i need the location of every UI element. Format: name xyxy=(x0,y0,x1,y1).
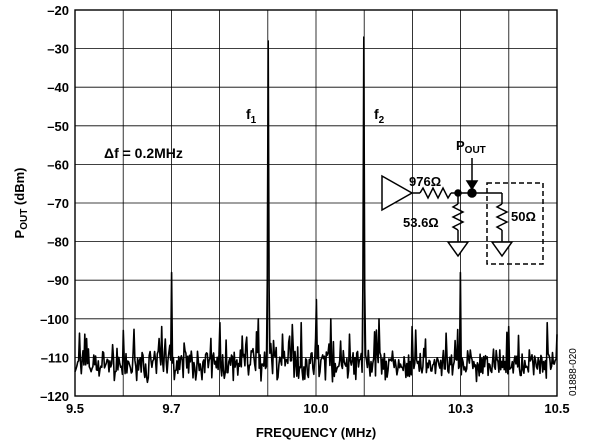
load-resistor-icon xyxy=(495,203,509,231)
y-tick-label: –20 xyxy=(47,3,69,18)
y-tick-label: –70 xyxy=(47,196,69,211)
driver-amplifier-icon xyxy=(381,174,414,212)
y-tick-label: –80 xyxy=(47,235,69,250)
shunt-resistor-label: 53.6Ω xyxy=(403,215,439,230)
load-box xyxy=(486,182,544,265)
x-tick-label: 10.0 xyxy=(303,401,328,416)
y-tick-labels: –20 –30 –40 –50 –60 –70 –80 –90 –100 –110 –120 xyxy=(40,3,69,404)
plot-frame xyxy=(74,9,558,397)
y-tick-label: –50 xyxy=(47,119,69,134)
y-tick-label: –60 xyxy=(47,157,69,172)
figure-id: 01888-020 xyxy=(568,348,579,396)
y-axis-title: POUT (dBm) xyxy=(12,168,30,239)
test-circuit-schematic xyxy=(381,158,544,265)
y-tick-label: –30 xyxy=(47,42,69,57)
x-tick-label: 9.5 xyxy=(66,401,84,416)
y-tick-label: –100 xyxy=(40,312,69,327)
y-tick-label: –120 xyxy=(40,389,69,404)
y-tick-label: –90 xyxy=(47,273,69,288)
ground-icon xyxy=(446,241,470,258)
pout-arrow-icon xyxy=(465,180,479,191)
x-tick-label: 10.3 xyxy=(448,401,473,416)
x-tick-label: 10.5 xyxy=(544,401,569,416)
y-tick-label: –40 xyxy=(47,80,69,95)
spectrum-trace xyxy=(74,36,558,384)
x-tick-label: 9.7 xyxy=(162,401,180,416)
tone-f2-label: f2 xyxy=(374,106,385,126)
tone-f1-label: f1 xyxy=(246,106,257,126)
x-axis-title: FREQUENCY (MHz) xyxy=(256,425,376,440)
x-tick-labels: 9.5 9.7 10.0 10.3 10.5 xyxy=(66,401,570,416)
spectrum-line xyxy=(74,36,558,384)
load-ground-icon xyxy=(490,241,514,258)
delta-f-annotation: Δf = 0.2MHz xyxy=(104,145,183,161)
pout-label: POUT xyxy=(456,138,486,156)
series-resistor-label: 976Ω xyxy=(409,174,441,189)
y-tick-label: –110 xyxy=(41,350,69,365)
series-resistor-icon xyxy=(419,186,452,200)
load-resistor-label: 50Ω xyxy=(511,209,536,224)
shunt-resistor-icon xyxy=(451,203,465,231)
